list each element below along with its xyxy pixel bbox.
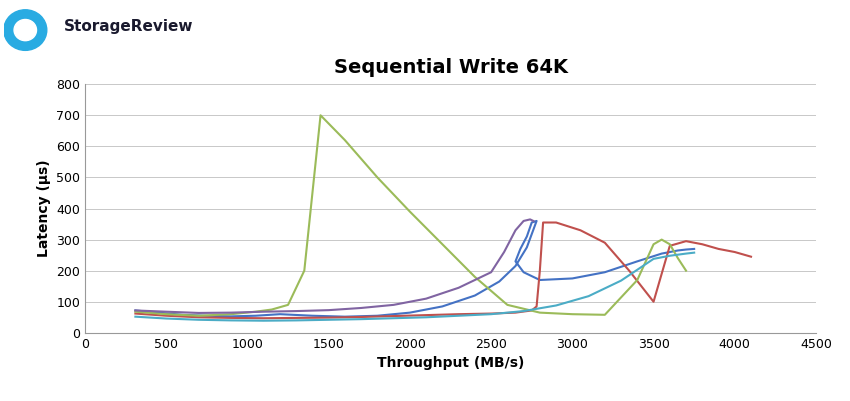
X-axis label: Throughput (MB/s): Throughput (MB/s) — [377, 356, 524, 370]
Title: Sequential Write 64K: Sequential Write 64K — [333, 58, 568, 77]
Circle shape — [20, 29, 30, 38]
Text: StorageReview: StorageReview — [64, 18, 193, 34]
Circle shape — [14, 20, 37, 41]
Circle shape — [3, 10, 47, 51]
Y-axis label: Latency (µs): Latency (µs) — [37, 160, 51, 257]
